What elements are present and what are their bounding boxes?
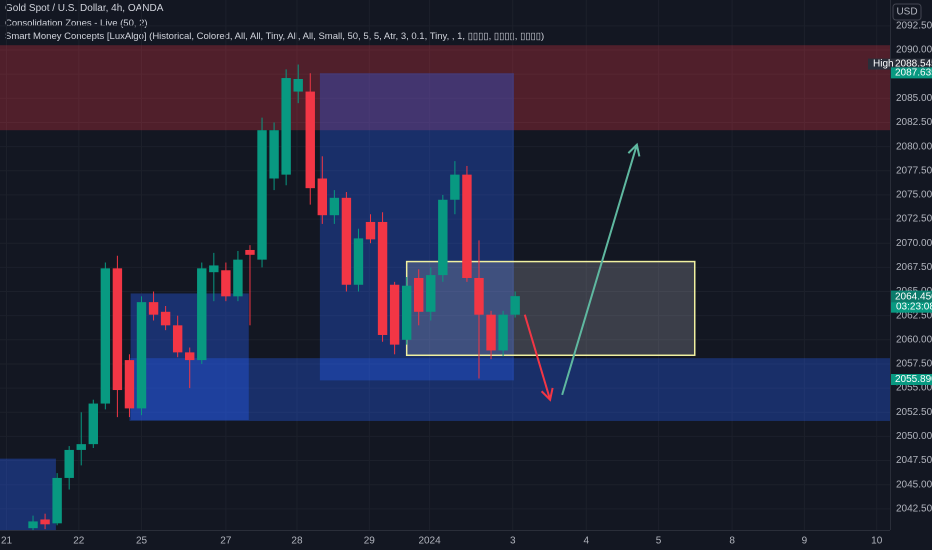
x-tick-label: 4 xyxy=(583,536,589,547)
countdown: 03:23:08 xyxy=(896,301,932,312)
x-tick-label: 10 xyxy=(871,536,883,547)
price-label-bg xyxy=(891,291,932,303)
candle-body xyxy=(341,197,352,285)
x-tick-label: 5 xyxy=(656,536,662,547)
candle-body xyxy=(52,477,62,524)
candle-body xyxy=(389,284,400,345)
candle-body xyxy=(281,78,291,175)
price-label: 2055.890 xyxy=(895,374,932,385)
candle-body xyxy=(160,311,171,326)
y-tick-label: 2085.000 xyxy=(896,93,932,104)
y-tick-label: 2090.000 xyxy=(896,45,932,56)
y-tick-label: 2077.500 xyxy=(896,165,932,176)
price-label-bg xyxy=(891,67,932,79)
x-tick-label: 29 xyxy=(364,536,376,547)
y-tick-label: 2092.500 xyxy=(896,21,932,32)
y-tick-label: 2042.500 xyxy=(896,503,932,514)
x-tick-label: 22 xyxy=(73,536,85,547)
candle-body xyxy=(185,352,195,361)
chart-title: Gold Spot / U.S. Dollar, 4h, OANDA xyxy=(5,3,164,14)
y-tick-label: 2067.500 xyxy=(896,262,932,273)
currency: USD xyxy=(896,7,917,18)
currency-button[interactable] xyxy=(892,3,922,21)
candle-body xyxy=(245,249,255,255)
x-tick-label: 27 xyxy=(220,536,232,547)
zone xyxy=(319,73,514,381)
candle-body xyxy=(305,91,315,189)
indicator: Smart Money Concepts [LuxAlgo] (Historic… xyxy=(5,31,545,42)
zone xyxy=(129,358,890,421)
candle-body xyxy=(401,285,412,340)
indicator: Consolidation Zones - Live (50, 2) xyxy=(5,18,148,29)
x-tick-label: 28 xyxy=(291,536,303,547)
price-label-name-bg xyxy=(868,58,891,70)
candle-body xyxy=(197,268,207,361)
price-label: 2088.545 xyxy=(895,59,932,70)
y-tick-label: 2070.000 xyxy=(896,238,932,249)
candle-body xyxy=(64,449,74,478)
y-tick-label: 2047.500 xyxy=(896,455,932,466)
candle-body xyxy=(317,178,328,216)
candle-body xyxy=(498,314,508,351)
candle-body xyxy=(365,221,376,240)
x-tick-label: 2024 xyxy=(418,536,441,547)
candle-body xyxy=(148,302,159,315)
price-label-bg xyxy=(891,374,932,386)
candle-body xyxy=(221,270,231,297)
y-tick-label: 2045.000 xyxy=(896,479,932,490)
candle-body xyxy=(329,197,340,216)
candle-body xyxy=(28,521,38,529)
y-tick-label: 2080.000 xyxy=(896,141,932,152)
candle-body xyxy=(486,314,496,351)
candle-body xyxy=(510,296,520,315)
candle-body xyxy=(474,277,484,315)
candle-body xyxy=(353,238,364,285)
candle-body xyxy=(377,221,388,335)
zone xyxy=(405,260,696,357)
candle-body xyxy=(136,302,147,409)
x-tick-label: 21 xyxy=(1,536,13,547)
price-label: 2087.635 xyxy=(895,68,932,79)
y-tick-label: 2082.500 xyxy=(896,117,932,128)
price-label-bg xyxy=(891,58,932,70)
x-tick-label: 8 xyxy=(729,536,735,547)
y-tick-label: 2060.000 xyxy=(896,334,932,345)
candle-body xyxy=(40,519,50,525)
x-tick-label: 3 xyxy=(510,536,516,547)
candle-body xyxy=(462,174,472,278)
candle-body xyxy=(426,275,436,312)
candle-body xyxy=(450,174,460,200)
price-label-name: High xyxy=(873,59,894,70)
candle-body xyxy=(209,265,219,273)
candle-body xyxy=(414,277,424,312)
y-tick-label: 2062.500 xyxy=(896,310,932,321)
y-tick-label: 2075.000 xyxy=(896,190,932,201)
candle-body xyxy=(112,268,123,391)
candle-body xyxy=(88,403,98,445)
zone xyxy=(0,45,890,131)
y-tick-label: 2052.500 xyxy=(896,407,932,418)
price-label: 2064.450 xyxy=(895,291,932,302)
x-tick-label: 9 xyxy=(802,536,808,547)
y-tick-label: 2057.500 xyxy=(896,359,932,370)
price-axis-bg xyxy=(891,0,932,550)
candle-body xyxy=(233,259,243,297)
arrow xyxy=(523,314,554,402)
zone xyxy=(0,458,56,531)
candle-body xyxy=(257,130,267,260)
y-tick-label: 2055.000 xyxy=(896,383,932,394)
candle-body xyxy=(269,130,279,179)
candle-body xyxy=(76,444,86,450)
candle-body xyxy=(293,79,303,92)
candle-body xyxy=(124,360,135,409)
x-tick-label: 25 xyxy=(136,536,148,547)
candle-body xyxy=(100,268,111,404)
arrow xyxy=(561,142,641,396)
y-tick-label: 2072.500 xyxy=(896,214,932,225)
y-tick-label: 2050.000 xyxy=(896,431,932,442)
candle-body xyxy=(172,325,183,353)
candle-body xyxy=(438,199,448,276)
